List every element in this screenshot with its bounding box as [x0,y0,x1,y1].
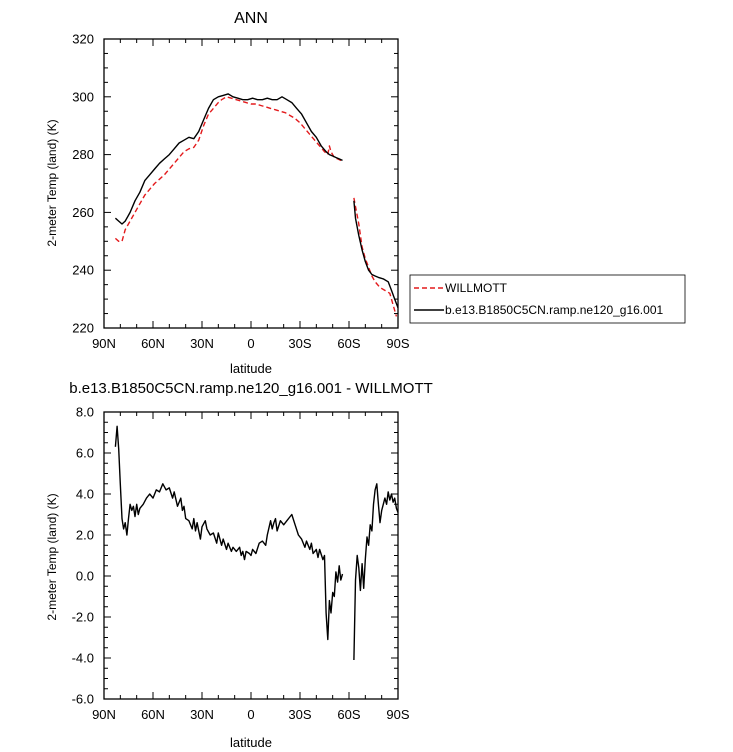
y-tick-label: -6.0 [72,692,94,707]
x-tick-label: 60N [141,336,165,351]
bottom-x-axis-label: latitude [230,735,272,750]
x-tick-label: 30N [190,336,214,351]
x-tick-label: 60S [337,336,360,351]
y-tick-label: 280 [72,147,94,162]
x-tick-label: 90N [92,336,116,351]
x-tick-label: 0 [247,707,254,722]
bottom-y-axis-label: 2-meter Temp (land) (K) [45,493,59,620]
y-tick-label: 300 [72,89,94,104]
y-tick-label: 2.0 [76,528,94,543]
willmott-series-line [114,96,343,243]
x-tick-label: 30S [288,707,311,722]
y-tick-label: 0.0 [76,569,94,584]
legend-willmott-label: WILLMOTT [445,281,508,295]
y-tick-label: 260 [72,205,94,220]
x-tick-label: 60S [337,707,360,722]
y-tick-label: 4.0 [76,487,94,502]
y-tick-label: -2.0 [72,610,94,625]
model-series-line [353,200,399,309]
y-tick-label: 320 [72,32,94,47]
top-panel: ANN latitude 2-meter Temp (land) (K) 90N… [45,10,410,376]
y-tick-label: 240 [72,263,94,278]
x-tick-label: 90N [92,707,116,722]
willmott-series-line [353,197,398,317]
model-series-line [114,93,343,225]
difference-series-line [114,425,344,641]
x-tick-label: 30S [288,336,311,351]
x-tick-label: 0 [247,336,254,351]
y-tick-label: -4.0 [72,651,94,666]
y-tick-label: 6.0 [76,446,94,461]
difference-series-line [353,483,399,661]
y-tick-label: 8.0 [76,405,94,420]
x-tick-label: 60N [141,707,165,722]
bottom-chart-title: b.e13.B1850C5CN.ramp.ne120_g16.001 - WIL… [69,380,433,397]
y-tick-label: 220 [72,321,94,336]
top-x-axis-label: latitude [230,361,272,376]
top-y-axis-label: 2-meter Temp (land) (K) [45,119,59,246]
x-tick-label: 90S [386,707,409,722]
bottom-panel: b.e13.B1850C5CN.ramp.ne120_g16.001 - WIL… [45,380,433,750]
x-tick-label: 30N [190,707,214,722]
top-chart-title: ANN [234,10,268,27]
top-plot-frame [103,38,399,329]
legend-model-label: b.e13.B1850C5CN.ramp.ne120_g16.001 [445,303,663,317]
x-tick-label: 90S [386,336,409,351]
legend: WILLMOTT b.e13.B1850C5CN.ramp.ne120_g16.… [409,274,686,324]
legend-box [409,274,686,324]
